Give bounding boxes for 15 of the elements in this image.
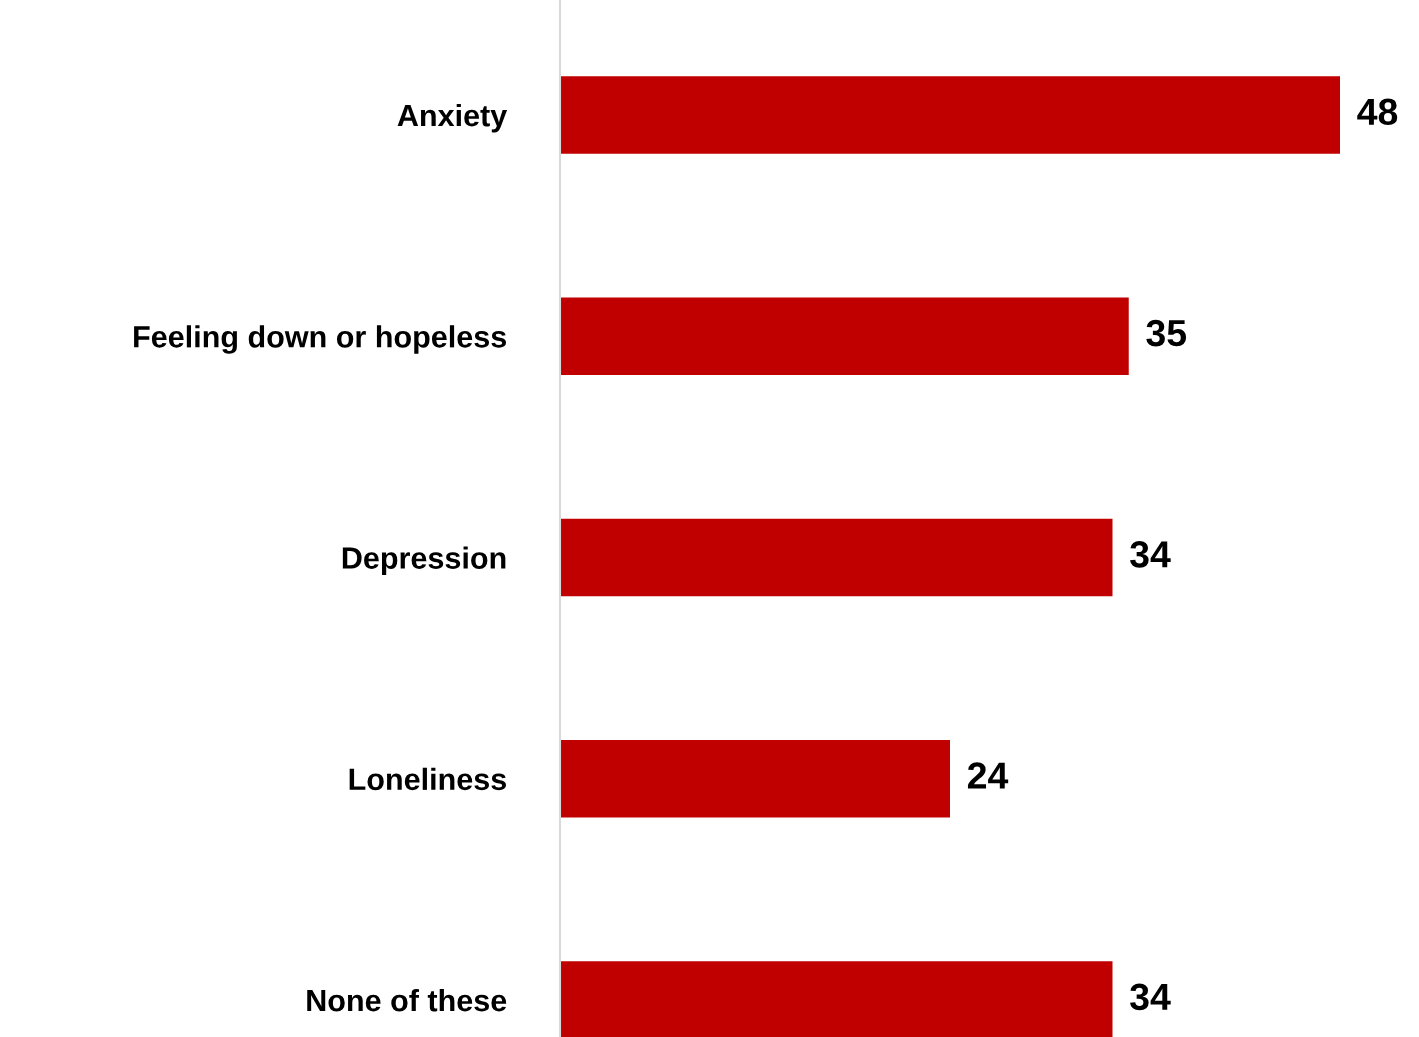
data-label: 24	[967, 762, 1009, 789]
data-label: 48	[1357, 98, 1398, 126]
bar	[560, 297, 1129, 376]
data-label: 35	[1146, 319, 1187, 347]
y-tick-label: Feeling down or hopeless	[134, 325, 506, 354]
bar	[560, 961, 1113, 1037]
data-label: 34	[1130, 983, 1171, 1011]
bar	[560, 518, 1113, 597]
y-tick-label: Loneliness	[349, 767, 506, 791]
y-tick-label: None of these	[307, 988, 507, 1012]
data-label: 34	[1130, 541, 1171, 568]
bar	[560, 76, 1340, 154]
bar	[560, 740, 950, 818]
y-tick-label: Anxiety	[397, 103, 508, 133]
y-tick-label: Depression	[342, 546, 506, 575]
